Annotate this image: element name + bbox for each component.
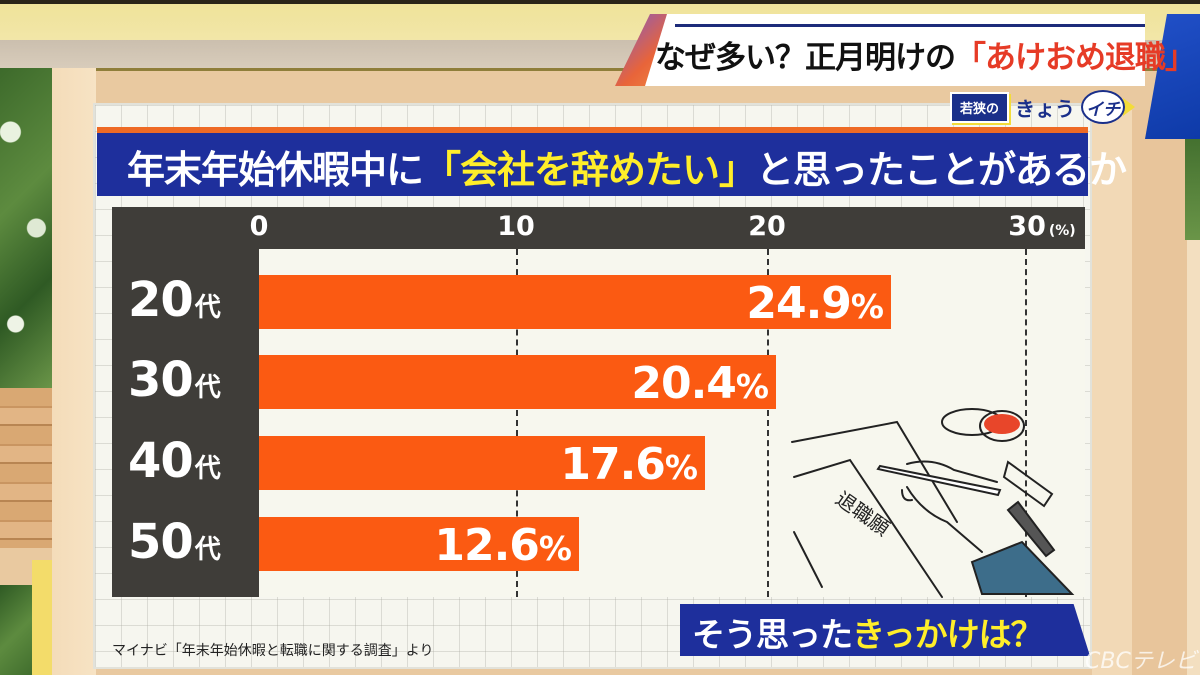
question-banner-part1: そう思った [692, 615, 853, 654]
question-banner: そう思ったきっかけは？ [680, 604, 1090, 656]
gridline-10 [516, 249, 518, 597]
x-tick-10: 10 [497, 211, 535, 242]
axis-header [112, 207, 1085, 249]
chart-title-part1: 年末年始休暇中に [127, 148, 424, 192]
program-logo-kyou: きょう [1015, 96, 1076, 121]
headline-rule [675, 24, 1145, 27]
headline-highlight: 「あけおめ退職」 [955, 40, 1196, 76]
bar-value: 20.4% [631, 358, 769, 409]
question-banner-text: そう思ったきっかけは？ [692, 608, 1044, 656]
studio-pillar-right [1092, 110, 1200, 675]
program-logo-host: 若狭の [950, 91, 1010, 123]
bar-40s: 17.6% [259, 436, 705, 490]
x-axis-unit: (%) [1048, 223, 1076, 239]
chart-title-part2: と思ったことがあるか [756, 148, 1127, 192]
studio-wood-wall [0, 388, 52, 548]
category-label-50s: 50代 [128, 514, 221, 570]
bar-value: 24.9% [746, 278, 884, 329]
resignation-letter-illustration: 退職願 [791, 408, 1075, 598]
program-logo: 若狭の きょう イチ [950, 90, 1136, 124]
bar-20s: 24.9% [259, 275, 891, 329]
gridline-20 [767, 249, 769, 597]
category-label-40s: 40代 [128, 433, 221, 489]
headline-ribbon: なぜ多い？正月明けの「あけおめ退職」 [615, 14, 1200, 139]
arrow-right-icon [1123, 98, 1136, 116]
question-banner-highlight: きっかけは？ [852, 615, 1044, 654]
broadcaster-watermark: CBCテレビ [1085, 649, 1197, 674]
bar-value: 12.6% [434, 520, 572, 571]
x-tick-0: 0 [249, 211, 269, 242]
bar-50s: 12.6% [259, 517, 579, 571]
studio-pillar-left [52, 68, 96, 675]
category-label-30s: 30代 [128, 352, 221, 408]
studio-yellow-post [32, 560, 52, 675]
svg-text:退職願: 退職願 [831, 486, 894, 540]
studio-plant-left [0, 68, 52, 388]
category-label-20s: 20代 [128, 272, 221, 328]
category-column [112, 207, 259, 597]
x-tick-20: 20 [748, 211, 786, 242]
headline-prefix: なぜ多い？正月明けの [655, 40, 956, 76]
studio-plant-right [1185, 120, 1200, 240]
source-citation: マイナビ「年末年始休暇と転職に関する調査」より [112, 643, 434, 659]
bar-30s: 20.4% [259, 355, 776, 409]
chart-title-band: 年末年始休暇中に「会社を辞めたい」と思ったことがあるか [97, 127, 1127, 196]
chart-title: 年末年始休暇中に「会社を辞めたい」と思ったことがあるか [127, 139, 1127, 194]
chart-title-highlight: 「会社を辞めたい」 [423, 148, 757, 192]
program-logo-ichi: イチ [1081, 90, 1126, 124]
x-tick-30: 30 (%) [1008, 211, 1075, 242]
x-tick-30-value: 30 [1008, 211, 1046, 242]
gridline-30 [1025, 249, 1027, 597]
bar-value: 17.6% [560, 439, 698, 490]
headline-text: なぜ多い？正月明けの「あけおめ退職」 [655, 32, 1196, 77]
